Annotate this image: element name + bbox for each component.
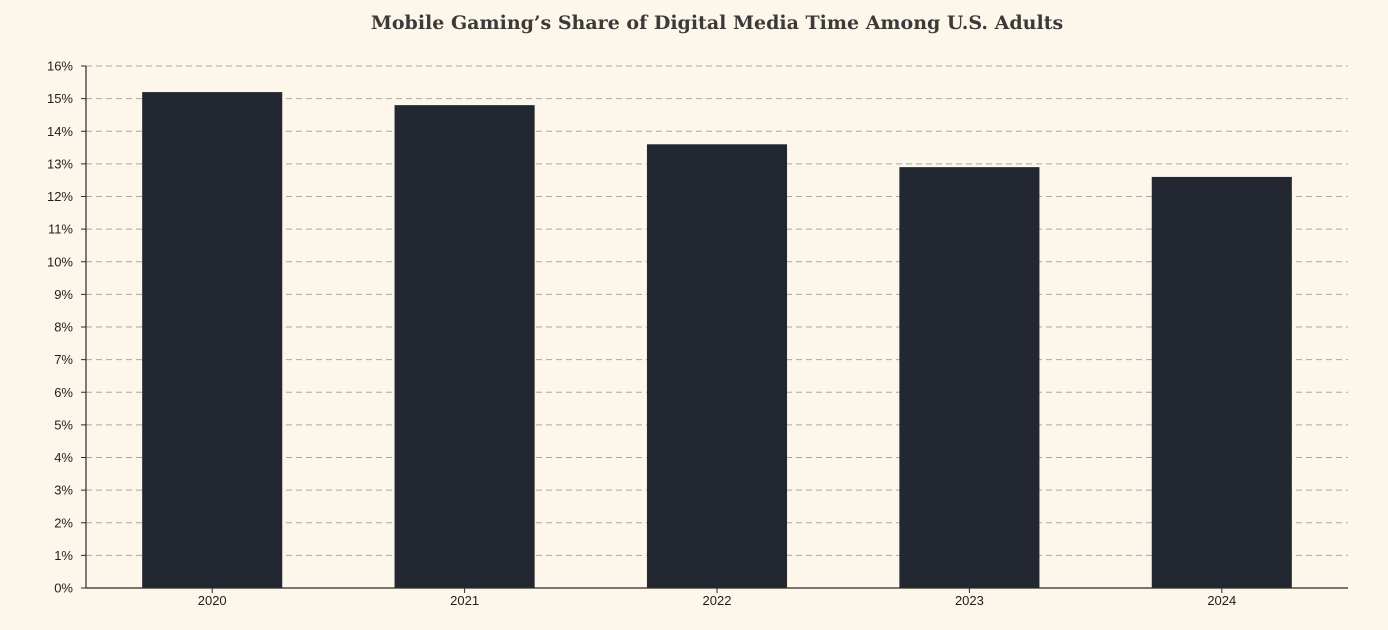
- y-tick-label: 13%: [47, 156, 73, 171]
- x-tick-label: 2020: [198, 593, 227, 608]
- y-tick-label: 4%: [54, 450, 73, 465]
- bar-2023: [899, 167, 1040, 588]
- y-tick-label: 14%: [47, 124, 73, 139]
- y-tick-label: 7%: [54, 352, 73, 367]
- y-axis-ticks: 0% 1% 2% 3% 4% 5% 6% 7% 8% 9% 10% 11% 12% 13% 14% 15% 16…: [47, 59, 86, 596]
- y-tick-label: 11%: [48, 222, 73, 237]
- bar-2022: [646, 144, 788, 589]
- y-tick-label: 10%: [47, 254, 73, 269]
- y-tick-label: 6%: [54, 385, 73, 400]
- y-tick-label: 1%: [54, 548, 73, 563]
- y-tick-label: 9%: [54, 287, 73, 302]
- x-tick-label: 2024: [1207, 593, 1236, 608]
- bar-2024: [1151, 176, 1292, 589]
- y-tick-label: 0%: [54, 581, 73, 596]
- y-tick-label: 12%: [47, 189, 73, 204]
- y-tick-label: 8%: [54, 320, 73, 335]
- chart-title: Mobile Gaming’s Share of Digital Media T…: [371, 12, 1063, 34]
- bar-2020: [142, 92, 283, 588]
- y-tick-label: 16%: [47, 59, 73, 74]
- bar-2021: [394, 105, 535, 589]
- x-tick-label: 2021: [450, 593, 479, 608]
- x-tick-label: 2022: [703, 593, 732, 608]
- x-tick-label: 2023: [955, 593, 984, 608]
- bars: [142, 92, 1292, 589]
- y-tick-label: 3%: [54, 483, 73, 498]
- x-axis-ticks: 2020 2021 2022 2023 2024: [198, 588, 1236, 608]
- y-tick-label: 5%: [54, 417, 73, 432]
- y-tick-label: 15%: [47, 91, 73, 106]
- y-tick-label: 2%: [54, 515, 73, 530]
